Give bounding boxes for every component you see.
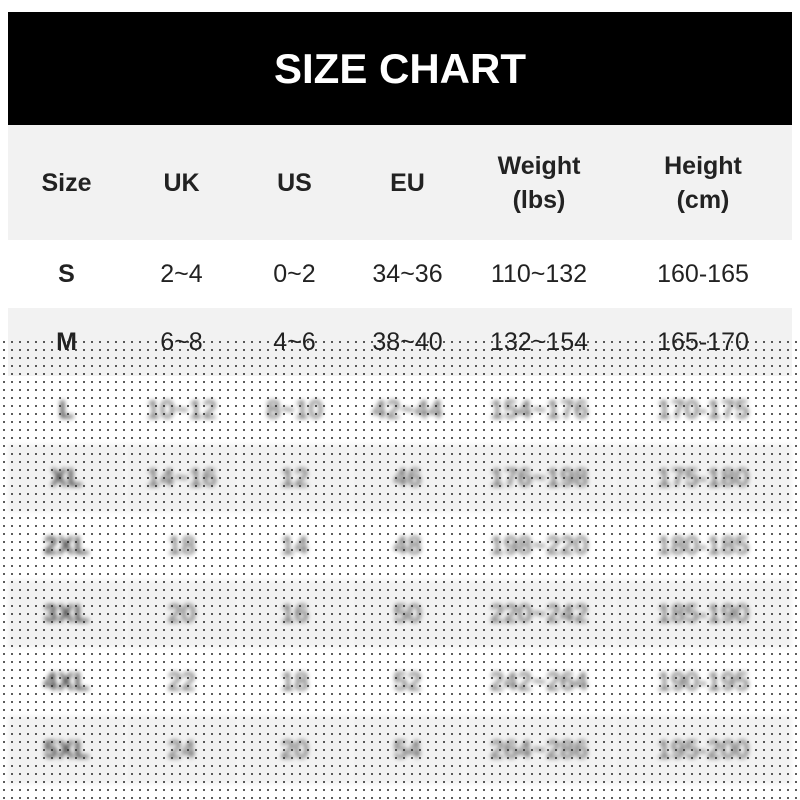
cell-uk: 2~4 bbox=[160, 259, 203, 288]
cell-us: 18 bbox=[280, 667, 309, 696]
cell-eu: 42~44 bbox=[372, 395, 443, 424]
cell-size: 3XL bbox=[8, 580, 125, 648]
table-row: S 2~4 0~2 34~36 110~132 160-165 bbox=[8, 240, 792, 308]
cell-uk: 10~12 bbox=[146, 395, 217, 424]
cell-eu: 34~36 bbox=[372, 259, 443, 288]
header-text: Weight bbox=[497, 151, 581, 180]
header-text: Size bbox=[41, 168, 92, 197]
cell-uk: 20 bbox=[125, 580, 238, 648]
column-header-weight: Weight (lbs) bbox=[464, 125, 614, 240]
cell-eu: 50 bbox=[351, 580, 464, 648]
cell-height: 170-175 bbox=[657, 395, 749, 424]
header-text: EU bbox=[390, 168, 425, 197]
cell-uk: 18 bbox=[167, 531, 196, 560]
cell-weight: 176~198 bbox=[464, 444, 614, 512]
cell-weight: 132~154 bbox=[464, 308, 614, 376]
column-header-height: Height (cm) bbox=[614, 125, 792, 240]
cell-height: 190-195 bbox=[657, 667, 749, 696]
cell-uk: 22 bbox=[167, 667, 196, 696]
cell-us: 20 bbox=[238, 716, 351, 784]
cell-eu: 52 bbox=[393, 667, 422, 696]
header-text: US bbox=[277, 168, 312, 197]
cell-us: 8~10 bbox=[266, 395, 323, 424]
cell-us: 12 bbox=[238, 444, 351, 512]
size-chart-title: SIZE CHART bbox=[8, 12, 792, 125]
cell-eu: 46 bbox=[351, 444, 464, 512]
header-row: Size UK US EU Weight (lbs) Height (cm) bbox=[8, 125, 792, 240]
cell-us: 16 bbox=[238, 580, 351, 648]
column-header-eu: EU bbox=[351, 125, 464, 240]
table-row: 4XL 22 18 52 242~264 190-195 bbox=[8, 648, 792, 716]
cell-height: 160-165 bbox=[657, 259, 749, 288]
header-text: UK bbox=[163, 168, 200, 197]
cell-size: XL bbox=[8, 444, 125, 512]
header-text: (cm) bbox=[676, 185, 730, 214]
cell-uk: 6~8 bbox=[125, 308, 238, 376]
cell-size: L bbox=[58, 395, 75, 424]
cell-size: 4XL bbox=[43, 667, 90, 696]
column-header-us: US bbox=[238, 125, 351, 240]
header-text: Height bbox=[664, 151, 742, 180]
table-row: 5XL 24 20 54 264~286 195-200 bbox=[8, 716, 792, 784]
cell-size: 5XL bbox=[8, 716, 125, 784]
cell-weight: 220~242 bbox=[464, 580, 614, 648]
cell-us: 14 bbox=[280, 531, 309, 560]
cell-weight: 198~220 bbox=[489, 531, 589, 560]
cell-eu: 54 bbox=[351, 716, 464, 784]
table-row: M 6~8 4~6 38~40 132~154 165-170 bbox=[8, 308, 792, 376]
cell-height: 175-180 bbox=[614, 444, 792, 512]
cell-uk: 14~16 bbox=[125, 444, 238, 512]
cell-weight: 242~264 bbox=[489, 667, 589, 696]
cell-size: M bbox=[8, 308, 125, 376]
cell-us: 0~2 bbox=[273, 259, 316, 288]
cell-size: 2XL bbox=[43, 531, 90, 560]
cell-height: 165-170 bbox=[614, 308, 792, 376]
cell-height: 185-190 bbox=[614, 580, 792, 648]
cell-weight: 264~286 bbox=[464, 716, 614, 784]
cell-height: 180-185 bbox=[657, 531, 749, 560]
column-header-uk: UK bbox=[125, 125, 238, 240]
cell-size: S bbox=[58, 259, 75, 288]
table-row: 2XL 18 14 48 198~220 180-185 bbox=[8, 512, 792, 580]
header-text: (lbs) bbox=[512, 185, 566, 214]
cell-eu: 38~40 bbox=[351, 308, 464, 376]
size-chart-table: Size UK US EU Weight (lbs) Height (cm) S 2~4 0~2 3… bbox=[8, 125, 792, 784]
table-row: L 10~12 8~10 42~44 154~176 170-175 bbox=[8, 376, 792, 444]
cell-weight: 110~132 bbox=[490, 259, 588, 288]
cell-us: 4~6 bbox=[238, 308, 351, 376]
column-header-size: Size bbox=[8, 125, 125, 240]
cell-height: 195-200 bbox=[614, 716, 792, 784]
cell-weight: 154~176 bbox=[489, 395, 589, 424]
table-row: XL 14~16 12 46 176~198 175-180 bbox=[8, 444, 792, 512]
cell-uk: 24 bbox=[125, 716, 238, 784]
cell-eu: 48 bbox=[393, 531, 422, 560]
table-row: 3XL 20 16 50 220~242 185-190 bbox=[8, 580, 792, 648]
